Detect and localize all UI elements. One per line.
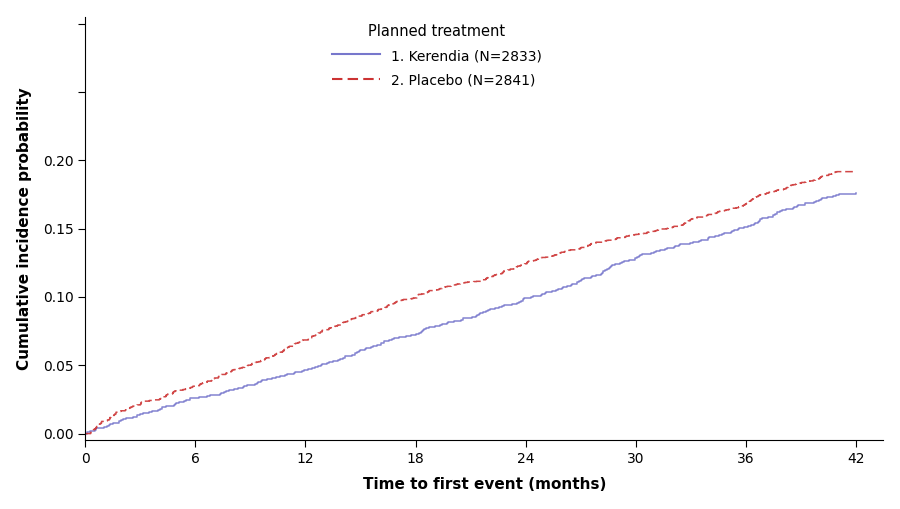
X-axis label: Time to first event (months): Time to first event (months) [363,477,606,492]
Y-axis label: Cumulative incidence probability: Cumulative incidence probability [17,87,32,370]
Legend: 1. Kerendia (N=2833), 2. Placebo (N=2841): 1. Kerendia (N=2833), 2. Placebo (N=2841… [332,23,543,88]
